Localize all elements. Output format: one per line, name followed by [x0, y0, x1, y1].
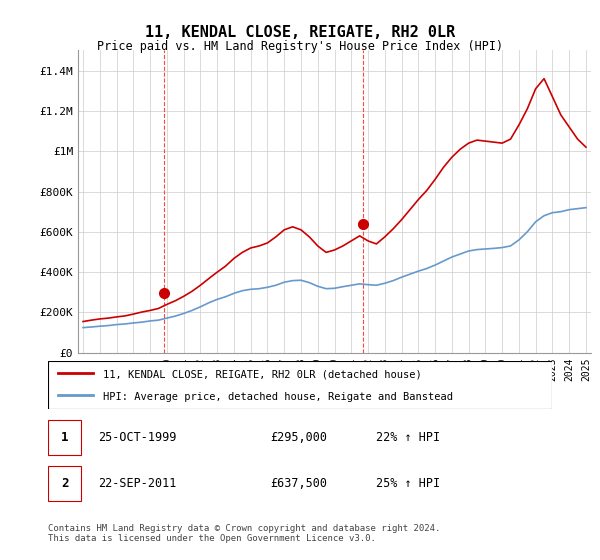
Text: 11, KENDAL CLOSE, REIGATE, RH2 0LR (detached house): 11, KENDAL CLOSE, REIGATE, RH2 0LR (deta…	[103, 370, 422, 380]
Text: Price paid vs. HM Land Registry's House Price Index (HPI): Price paid vs. HM Land Registry's House …	[97, 40, 503, 53]
Text: £637,500: £637,500	[270, 477, 327, 490]
Text: Contains HM Land Registry data © Crown copyright and database right 2024.
This d: Contains HM Land Registry data © Crown c…	[48, 524, 440, 543]
Text: 1: 1	[61, 431, 68, 444]
Text: 2: 2	[61, 477, 68, 490]
Text: £295,000: £295,000	[270, 431, 327, 444]
Text: 22-SEP-2011: 22-SEP-2011	[98, 477, 177, 490]
FancyBboxPatch shape	[48, 466, 81, 501]
FancyBboxPatch shape	[48, 361, 552, 409]
Text: HPI: Average price, detached house, Reigate and Banstead: HPI: Average price, detached house, Reig…	[103, 392, 454, 402]
Text: 11, KENDAL CLOSE, REIGATE, RH2 0LR: 11, KENDAL CLOSE, REIGATE, RH2 0LR	[145, 25, 455, 40]
Text: 22% ↑ HPI: 22% ↑ HPI	[376, 431, 440, 444]
Text: 25% ↑ HPI: 25% ↑ HPI	[376, 477, 440, 490]
FancyBboxPatch shape	[48, 420, 81, 455]
Text: 25-OCT-1999: 25-OCT-1999	[98, 431, 177, 444]
